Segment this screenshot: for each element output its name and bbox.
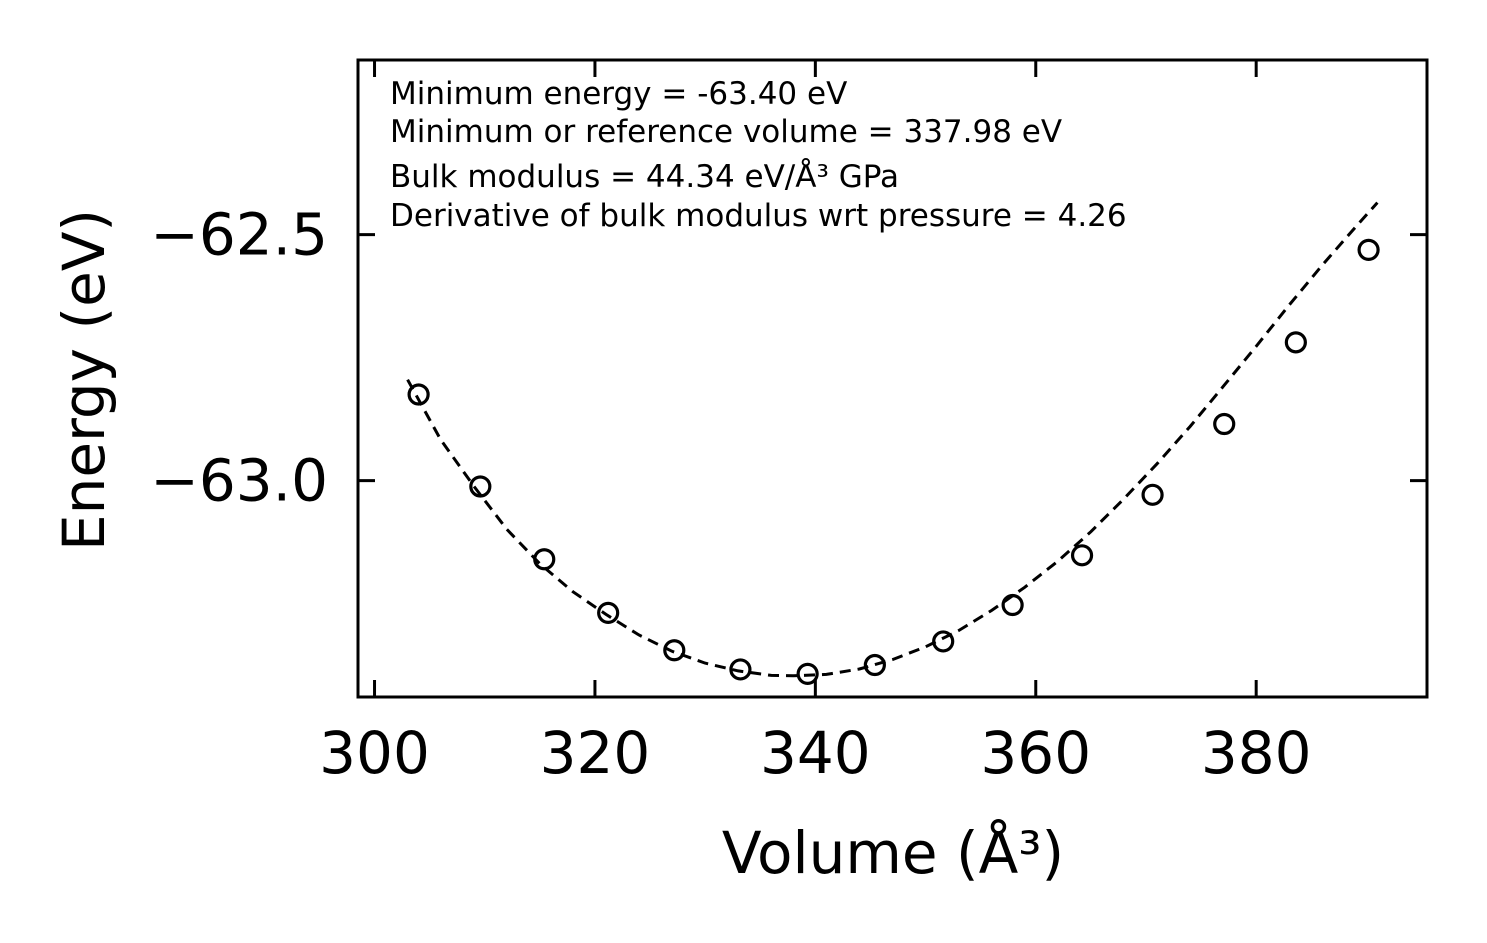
data-point [663, 639, 686, 662]
y-axis-label: Energy (eV) [50, 209, 118, 551]
data-point [533, 548, 556, 571]
annotation-bulk-modulus: Bulk modulus = 44.34 eV/Å³ GPa [390, 159, 899, 195]
y-tick-label: −63.0 [150, 447, 328, 515]
data-points-layer [407, 238, 1380, 685]
data-point [796, 662, 819, 685]
plot-frame [356, 58, 1429, 699]
x-tick-label: 300 [319, 719, 430, 787]
ticks-layer: 300 320 340 360 380 −63.0 −62.5 [150, 60, 1427, 787]
data-point [1001, 593, 1024, 617]
data-point [597, 601, 620, 624]
data-point [1141, 483, 1164, 506]
data-point [1357, 238, 1380, 261]
data-point [729, 658, 752, 681]
data-point [407, 383, 430, 406]
annotation-bulk-derivative: Derivative of bulk modulus wrt pressure … [390, 198, 1127, 234]
x-axis-label: Volume (Å³) [722, 818, 1064, 887]
fit-curve-line [406, 201, 1379, 678]
data-point [932, 630, 955, 653]
data-point [863, 653, 886, 677]
y-tick-label: −62.5 [150, 201, 328, 269]
data-point [1284, 331, 1307, 354]
data-point [1213, 412, 1236, 436]
x-tick-label: 320 [540, 719, 651, 787]
x-tick-label: 360 [980, 719, 1091, 787]
data-point [1070, 544, 1094, 567]
x-tick-label: 380 [1201, 719, 1312, 787]
fit-curve-layer [406, 201, 1379, 678]
annotation-ref-volume: Minimum or reference volume = 337.98 eV [390, 114, 1062, 150]
x-tick-label: 340 [760, 719, 871, 787]
data-point [469, 475, 492, 498]
annotation-min-energy: Minimum energy = -63.40 eV [390, 76, 847, 112]
